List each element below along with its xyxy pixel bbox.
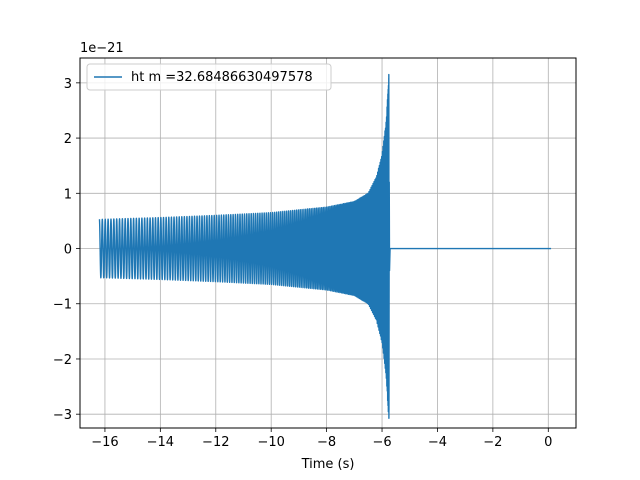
y-axis: −3 −2 −1 0 1 2 3 (53, 77, 80, 423)
legend-label: ht m =32.68486630497578 (131, 70, 313, 85)
y-tick-label: 2 (64, 132, 72, 147)
x-tick-label: −6 (372, 435, 391, 450)
x-tick-label: −12 (202, 435, 229, 450)
x-tick-label: −16 (91, 435, 118, 450)
legend-box (86, 63, 332, 91)
x-tick-label: −4 (428, 435, 447, 450)
x-tick-label: 0 (544, 435, 552, 450)
y-tick-label: −3 (53, 408, 72, 423)
y-tick-label: 0 (64, 243, 72, 258)
x-tick-label: −14 (147, 435, 174, 450)
y-tick-label: 3 (64, 77, 72, 92)
x-axis-label: Time (s) (301, 457, 355, 472)
legend: ht m =32.68486630497578 (86, 63, 332, 91)
plot-area (98, 73, 552, 419)
x-tick-label: −10 (257, 435, 284, 450)
y-tick-label: 1 (64, 187, 72, 202)
grid (80, 58, 576, 428)
x-tick-label: −8 (317, 435, 336, 450)
series-line (98, 73, 552, 419)
x-axis: −16 −14 −12 −10 −8 −6 −4 −2 0 (91, 428, 552, 450)
y-offset-text: 1e−21 (80, 41, 124, 56)
y-tick-label: −1 (53, 298, 72, 313)
x-tick-label: −2 (483, 435, 502, 450)
axes-frame (79, 57, 577, 429)
y-tick-label: −2 (53, 353, 72, 368)
